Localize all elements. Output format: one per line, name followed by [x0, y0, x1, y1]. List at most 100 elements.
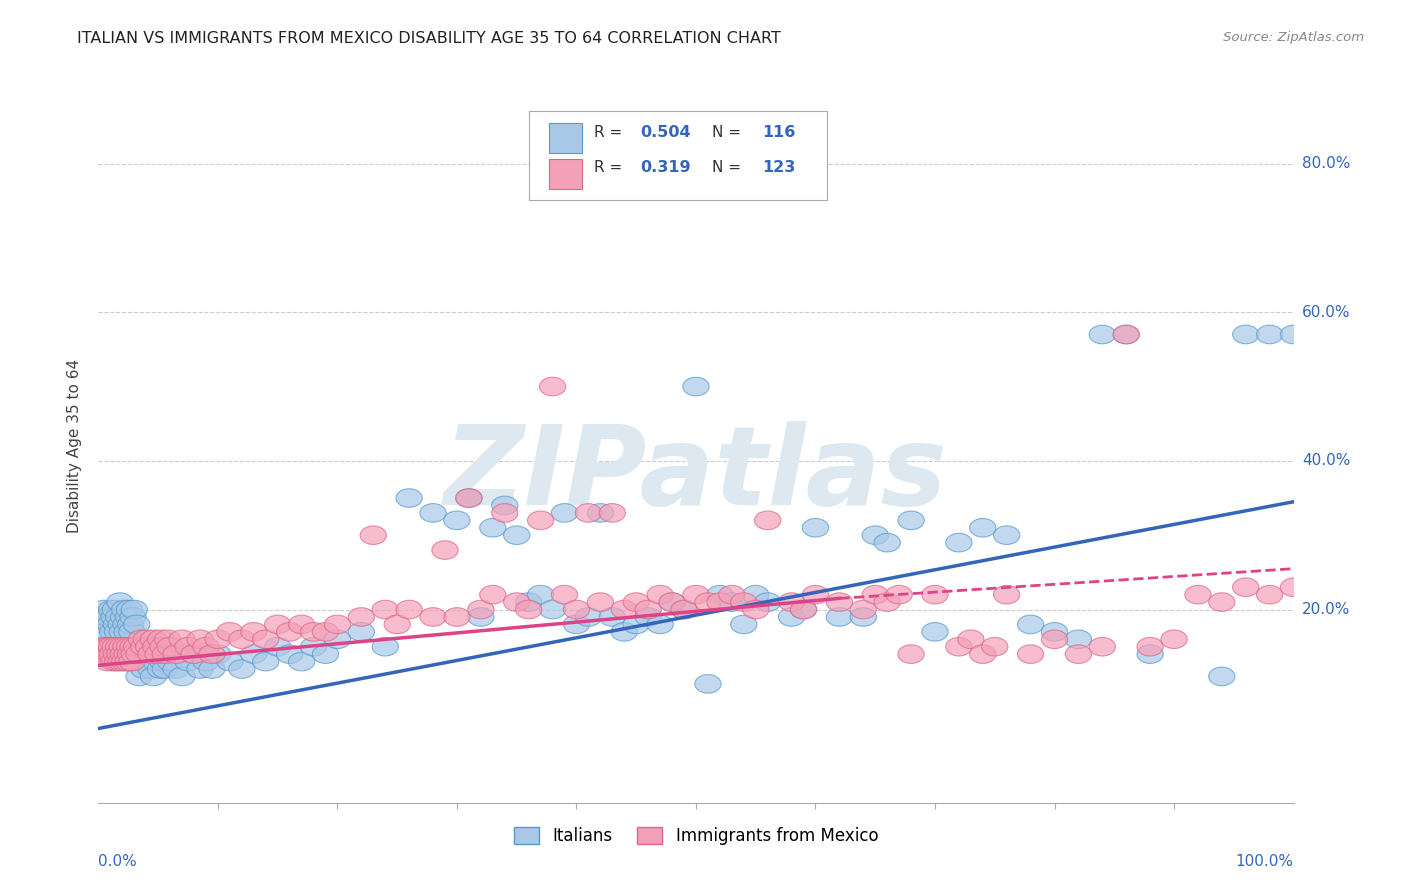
Ellipse shape — [150, 638, 176, 656]
Ellipse shape — [492, 496, 517, 515]
Ellipse shape — [516, 593, 541, 611]
Text: 20.0%: 20.0% — [1302, 602, 1350, 617]
Ellipse shape — [128, 652, 155, 671]
Ellipse shape — [105, 638, 132, 656]
Ellipse shape — [851, 600, 876, 619]
Text: Source: ZipAtlas.com: Source: ZipAtlas.com — [1223, 31, 1364, 45]
Ellipse shape — [1114, 326, 1139, 343]
Ellipse shape — [636, 607, 661, 626]
Ellipse shape — [1042, 630, 1067, 648]
Ellipse shape — [118, 615, 143, 633]
Ellipse shape — [827, 607, 852, 626]
Ellipse shape — [127, 667, 152, 686]
Ellipse shape — [135, 652, 162, 671]
Ellipse shape — [981, 638, 1008, 656]
Ellipse shape — [97, 615, 124, 633]
Text: R =: R = — [595, 125, 627, 139]
Ellipse shape — [540, 600, 565, 619]
Ellipse shape — [946, 533, 972, 552]
Ellipse shape — [145, 645, 172, 664]
Ellipse shape — [862, 585, 889, 604]
Ellipse shape — [1042, 623, 1067, 641]
Ellipse shape — [922, 585, 948, 604]
Ellipse shape — [779, 607, 804, 626]
Ellipse shape — [647, 585, 673, 604]
Ellipse shape — [115, 652, 142, 671]
Ellipse shape — [148, 660, 174, 678]
Ellipse shape — [114, 623, 141, 641]
Ellipse shape — [994, 585, 1019, 604]
Y-axis label: Disability Age 35 to 64: Disability Age 35 to 64 — [67, 359, 83, 533]
Ellipse shape — [827, 593, 852, 611]
Ellipse shape — [1066, 630, 1091, 648]
Ellipse shape — [659, 593, 685, 611]
Ellipse shape — [718, 585, 745, 604]
Ellipse shape — [564, 600, 589, 619]
Ellipse shape — [264, 638, 291, 656]
Ellipse shape — [373, 600, 398, 619]
Text: 0.504: 0.504 — [640, 125, 690, 139]
Ellipse shape — [1257, 585, 1282, 604]
Ellipse shape — [163, 645, 190, 664]
Ellipse shape — [111, 607, 136, 626]
Text: 80.0%: 80.0% — [1302, 156, 1350, 171]
Ellipse shape — [790, 600, 817, 619]
Ellipse shape — [100, 645, 127, 664]
Ellipse shape — [107, 593, 134, 611]
Text: 40.0%: 40.0% — [1302, 453, 1350, 468]
Ellipse shape — [599, 504, 626, 522]
Ellipse shape — [98, 600, 125, 619]
Ellipse shape — [101, 652, 127, 671]
Ellipse shape — [731, 593, 756, 611]
Ellipse shape — [152, 660, 179, 678]
Ellipse shape — [187, 630, 214, 648]
Ellipse shape — [875, 593, 900, 611]
Ellipse shape — [277, 623, 302, 641]
Ellipse shape — [94, 607, 120, 626]
Ellipse shape — [540, 377, 565, 396]
Ellipse shape — [588, 504, 613, 522]
Ellipse shape — [718, 593, 745, 611]
Ellipse shape — [1114, 326, 1139, 343]
Ellipse shape — [288, 615, 315, 633]
Ellipse shape — [957, 630, 984, 648]
Ellipse shape — [325, 615, 350, 633]
Ellipse shape — [135, 638, 162, 656]
Ellipse shape — [1185, 585, 1211, 604]
Ellipse shape — [671, 600, 697, 619]
Ellipse shape — [124, 615, 150, 633]
Ellipse shape — [432, 541, 458, 559]
Ellipse shape — [205, 630, 231, 648]
Ellipse shape — [217, 652, 243, 671]
Ellipse shape — [456, 489, 482, 508]
Ellipse shape — [707, 585, 733, 604]
Ellipse shape — [468, 600, 494, 619]
Ellipse shape — [91, 645, 118, 664]
Ellipse shape — [1281, 326, 1306, 343]
Ellipse shape — [922, 623, 948, 641]
Ellipse shape — [444, 511, 470, 530]
Ellipse shape — [479, 518, 506, 537]
Ellipse shape — [96, 638, 122, 656]
Ellipse shape — [111, 652, 138, 671]
Ellipse shape — [193, 638, 219, 656]
Ellipse shape — [114, 645, 141, 664]
Ellipse shape — [155, 645, 181, 664]
Ellipse shape — [91, 600, 118, 619]
Ellipse shape — [187, 660, 214, 678]
Ellipse shape — [970, 518, 995, 537]
Ellipse shape — [148, 630, 174, 648]
Ellipse shape — [277, 645, 302, 664]
Ellipse shape — [169, 667, 195, 686]
Ellipse shape — [301, 638, 326, 656]
Ellipse shape — [1090, 326, 1115, 343]
Ellipse shape — [1209, 667, 1234, 686]
Ellipse shape — [551, 585, 578, 604]
Ellipse shape — [103, 638, 128, 656]
Ellipse shape — [1018, 645, 1043, 664]
Ellipse shape — [157, 652, 183, 671]
Ellipse shape — [134, 630, 159, 648]
Ellipse shape — [551, 504, 578, 522]
Ellipse shape — [468, 607, 494, 626]
Ellipse shape — [1233, 326, 1258, 343]
